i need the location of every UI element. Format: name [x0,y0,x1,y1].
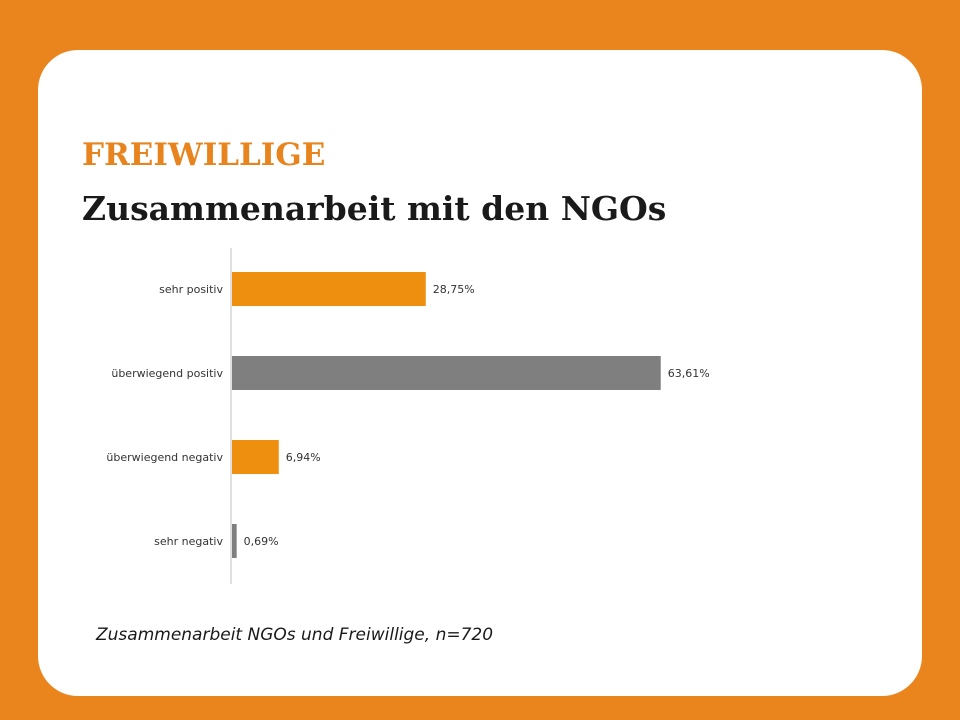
slide-title: Zusammenarbeit mit den NGOs [82,189,667,228]
value-label-2: 6,94% [286,451,321,464]
value-label-0: 28,75% [433,283,475,296]
value-label-3: 0,69% [244,535,279,548]
bar-2 [232,440,279,474]
category-label-0: sehr positiv [159,283,223,296]
category-label-2: überwiegend negativ [106,451,223,464]
slide-kicker: FREIWILLIGE [82,137,326,173]
value-label-1: 63,61% [668,367,710,380]
category-label-3: sehr negativ [154,535,223,548]
category-label-1: überwiegend positiv [111,367,223,380]
bar-0 [232,272,426,306]
bar-3 [232,524,237,558]
bar-1 [232,356,661,390]
chart-caption: Zusammenarbeit NGOs und Freiwillige, n=7… [96,625,494,645]
